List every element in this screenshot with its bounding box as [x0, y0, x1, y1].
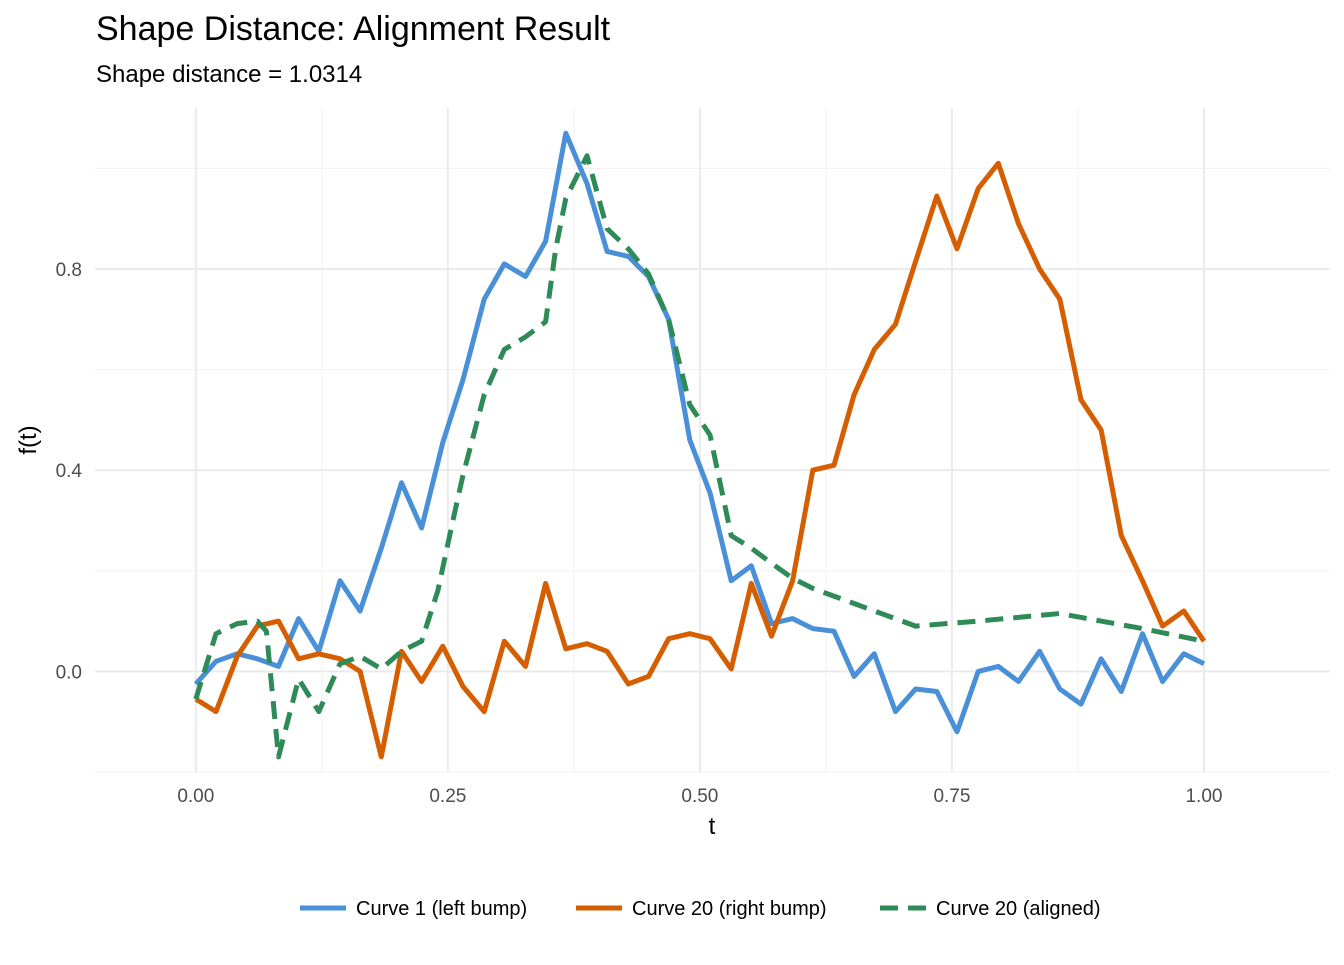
y-tick-label: 0.8: [56, 260, 82, 281]
y-tick-label: 0.0: [56, 662, 82, 683]
y-tick-label: 0.4: [56, 461, 83, 482]
x-tick-label: 0.50: [681, 786, 718, 807]
legend-label-3: Curve 20 (aligned): [936, 898, 1101, 920]
y-axis-title: f(t): [15, 425, 42, 454]
x-tick-label: 0.00: [177, 786, 214, 807]
chart-title: Shape Distance: Alignment Result: [96, 10, 611, 48]
legend-label-2: Curve 20 (right bump): [632, 898, 827, 920]
series-line-2: [194, 160, 1207, 760]
series-line-3: [193, 153, 1205, 760]
chart-subtitle: Shape distance = 1.0314: [96, 61, 362, 88]
series-line-1: [193, 130, 1206, 735]
legend-label-1: Curve 1 (left bump): [356, 898, 527, 920]
y-axis-ticks: 0.0 0.4 0.8: [56, 260, 83, 683]
x-tick-label: 0.75: [933, 786, 970, 807]
x-tick-label: 0.25: [429, 786, 466, 807]
x-axis-title: t: [709, 813, 716, 840]
x-axis-ticks: 0.00 0.25 0.50 0.75 1.00: [177, 786, 1222, 807]
legend: Curve 1 (left bump) Curve 20 (right bump)…: [300, 898, 1101, 920]
series-lines: [193, 130, 1207, 760]
x-tick-label: 1.00: [1185, 786, 1222, 807]
